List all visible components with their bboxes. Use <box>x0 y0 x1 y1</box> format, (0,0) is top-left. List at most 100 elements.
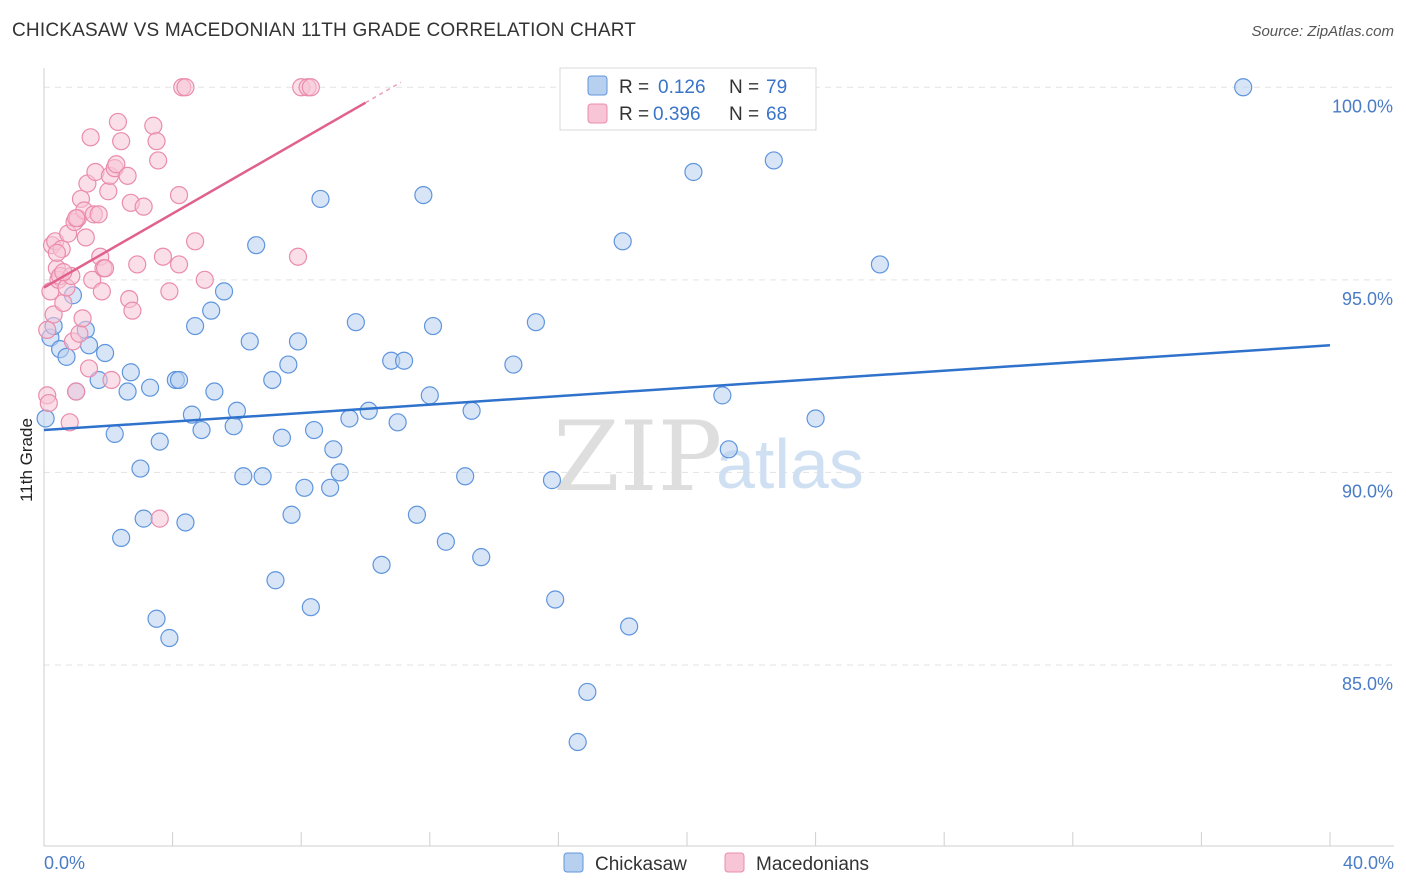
macedonian-point <box>39 393 58 413</box>
macedonian-point <box>144 116 163 135</box>
y-tick-label: 90.0% <box>1342 481 1393 501</box>
chickasaw-point <box>263 370 282 390</box>
chickasaw-point <box>118 382 137 401</box>
chickasaw-point <box>414 185 433 205</box>
y-tick-label: 85.0% <box>1342 674 1393 694</box>
chickasaw-point <box>613 232 632 251</box>
macedonian-point <box>150 509 169 528</box>
macedonian-point <box>288 247 308 266</box>
macedonian-point <box>118 166 137 185</box>
macedonian-point <box>102 370 121 390</box>
macedonian-point <box>67 382 86 401</box>
y-tick-labels: 85.0% 90.0% 95.0% 100.0% <box>1332 96 1393 694</box>
macedonian-point <box>54 293 73 313</box>
chickasaw-point <box>266 571 285 590</box>
chickasaw-point <box>340 409 359 428</box>
chickasaw-point <box>462 401 481 420</box>
macedonian-point <box>99 182 118 201</box>
macedonian-point <box>112 132 131 151</box>
y-tick-label: 100.0% <box>1332 96 1393 116</box>
chickasaw-point <box>279 355 298 374</box>
chickasaw-point <box>121 363 140 382</box>
macedonian-point <box>60 413 79 432</box>
macedonian-point <box>47 243 66 262</box>
chickasaw-point <box>140 378 160 397</box>
chickasaw-point <box>330 463 349 482</box>
chickasaw-point <box>423 316 443 336</box>
chickasaw-point <box>719 440 738 459</box>
chickasaw-point <box>134 509 153 528</box>
chickasaw-point <box>176 513 195 532</box>
chickasaw-point <box>214 282 234 301</box>
series-legend-swatch-chickasaw <box>563 852 584 873</box>
legend-n-value-chickasaw: 79 <box>766 77 787 98</box>
chickasaw-point <box>568 732 587 752</box>
chickasaw-trend-line <box>43 344 1331 432</box>
chickasaw-point <box>240 332 259 351</box>
macedonian-point <box>134 197 153 216</box>
watermark-atlas: atlas <box>716 425 864 503</box>
legend-r-label-macedonian: R = <box>619 104 649 125</box>
macedonian-point <box>81 128 100 147</box>
series-legend: Chickasaw Macedonians <box>563 852 869 875</box>
legend-n-label-chickasaw: N = <box>729 77 759 98</box>
chickasaw-point <box>526 313 545 332</box>
watermark-zip: ZIP <box>553 401 722 513</box>
x-ticks: 0.0% 40.0% <box>44 832 1394 873</box>
macedonian-trend-extension <box>365 81 402 104</box>
macedonian-point <box>128 255 147 274</box>
chickasaw-point <box>407 505 427 524</box>
chickasaw-point <box>394 351 414 370</box>
chickasaw-point <box>295 478 314 497</box>
chickasaw-point <box>456 467 475 486</box>
chickasaw-point <box>169 370 189 390</box>
x-tick-label-end: 40.0% <box>1343 853 1394 873</box>
chickasaw-point <box>420 386 439 405</box>
chickasaw-point <box>324 440 343 459</box>
legend-swatch-macedonian <box>587 103 608 124</box>
chickasaw-point <box>578 682 597 702</box>
chickasaw-point <box>247 236 266 255</box>
chickasaw-point <box>95 343 115 363</box>
macedonian-point <box>67 209 86 228</box>
macedonian-point <box>186 232 205 251</box>
chickasaw-point <box>234 467 253 486</box>
y-tick-label: 95.0% <box>1342 289 1393 309</box>
chickasaw-point <box>1234 78 1253 97</box>
trend-lines <box>43 81 1331 432</box>
macedonian-point <box>123 301 142 320</box>
macedonian-point <box>160 282 179 301</box>
macedonian-point <box>70 324 89 343</box>
macedonian-point <box>73 309 92 328</box>
chickasaw-point <box>359 401 378 420</box>
chickasaw-point <box>131 459 150 478</box>
chickasaw-point <box>36 409 55 428</box>
macedonian-point <box>153 247 173 266</box>
x-tick-label-start: 0.0% <box>44 853 85 873</box>
chickasaw-point <box>620 617 639 636</box>
chickasaw-point <box>304 420 324 440</box>
chickasaw-point <box>202 301 221 320</box>
chickasaw-point <box>205 382 224 401</box>
chart-title: CHICKASAW VS MACEDONIAN 11TH GRADE CORRE… <box>12 20 637 41</box>
chickasaw-point <box>253 467 272 486</box>
source-credit: Source: ZipAtlas.com <box>1251 23 1394 40</box>
macedonian-point <box>38 320 57 340</box>
chickasaw-point <box>160 628 179 648</box>
chickasaw-point <box>311 189 330 209</box>
macedonian-point <box>169 255 189 274</box>
macedonian-point <box>79 359 99 378</box>
macedonian-point <box>195 270 214 289</box>
chickasaw-point <box>224 417 243 436</box>
chickasaw-point <box>147 609 166 628</box>
grid-lines <box>44 86 1394 666</box>
chickasaw-point <box>806 409 825 428</box>
chickasaw-point <box>57 347 76 366</box>
macedonian-trend-line <box>43 101 367 289</box>
chickasaw-point <box>272 428 292 447</box>
chickasaw-point <box>542 471 562 490</box>
chickasaw-point <box>388 413 407 432</box>
chickasaw-point <box>713 386 732 405</box>
chickasaw-point <box>436 532 455 551</box>
